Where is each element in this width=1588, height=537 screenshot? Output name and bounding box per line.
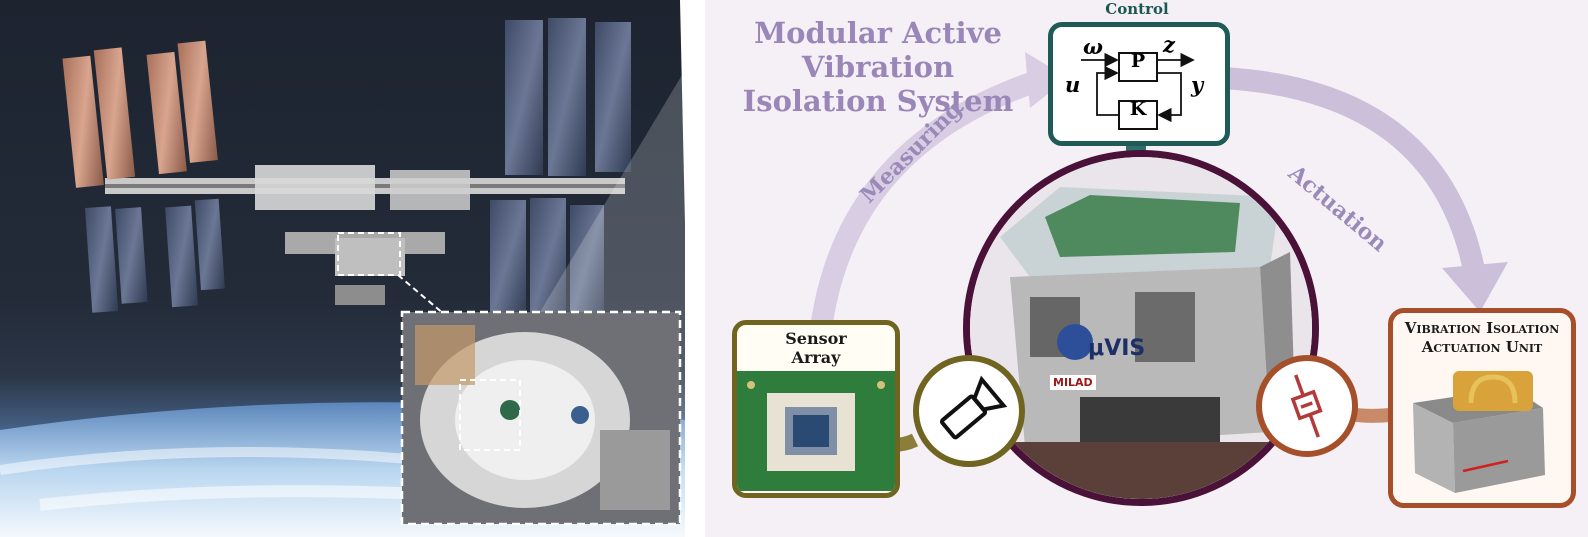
device-brand: μVIS <box>1088 336 1146 361</box>
diagram-title: Modular Active Vibration Isolation Syste… <box>688 16 1068 118</box>
signal-y: y <box>1191 72 1204 97</box>
feedback-loop-diagram <box>1081 52 1195 130</box>
control-box <box>1048 22 1230 146</box>
damper-circle <box>1256 355 1358 457</box>
control-label: Control <box>1105 0 1169 18</box>
iss-photo-panel <box>0 0 685 537</box>
sensor-label: Sensor Array <box>737 325 895 367</box>
muvis-device-photo <box>963 150 1319 506</box>
title-line-1: Modular Active Vibration <box>754 16 1002 84</box>
controller-label: K <box>1129 98 1147 120</box>
actuation-arrow <box>1221 67 1486 278</box>
iss-station-icon <box>0 18 685 537</box>
sensor-array-box: Sensor Array <box>732 320 900 498</box>
actuator-label-line-1: Vibration Isolation <box>1404 319 1560 337</box>
measuring-arrow <box>807 69 1044 361</box>
damper-icon <box>1290 374 1323 438</box>
camera-circle <box>913 355 1025 467</box>
signal-u: u <box>1065 72 1081 97</box>
signal-omega: ω <box>1083 34 1103 59</box>
plant-label: P <box>1130 50 1146 72</box>
actuator-unit-icon <box>1413 371 1545 493</box>
muvis-device-icon <box>970 157 1312 499</box>
sensor-label-line-1: Sensor <box>785 329 847 348</box>
sensor-label-line-2: Array <box>791 348 841 367</box>
actuator-label-line-2: Actuation Unit <box>1421 338 1543 356</box>
device-maker: MILAD <box>1050 375 1096 390</box>
panel-divider <box>680 0 710 537</box>
camera-icon <box>939 375 1008 440</box>
sensor-board-icon <box>737 371 895 491</box>
actuation-unit-box: Vibration Isolation Actuation Unit <box>1388 308 1576 508</box>
signal-z: z <box>1163 32 1175 57</box>
actuator-label: Vibration Isolation Actuation Unit <box>1393 313 1571 357</box>
title-line-2: Isolation System <box>742 84 1014 118</box>
